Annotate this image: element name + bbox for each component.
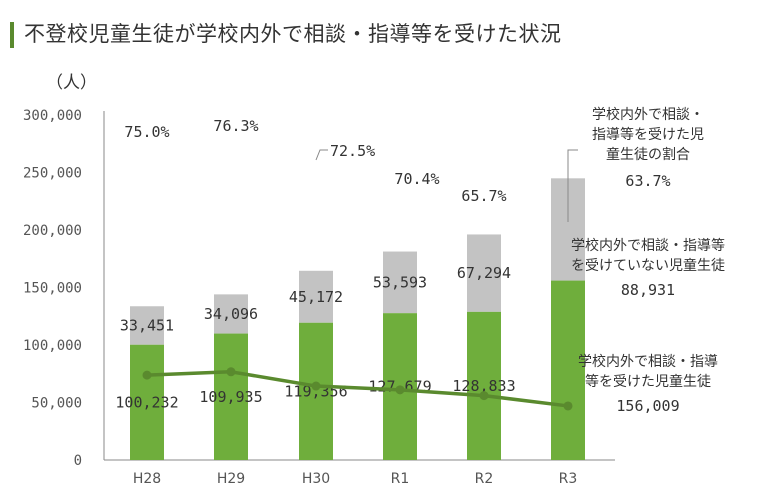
bar-not-received xyxy=(383,251,417,314)
bar-not-received-value-label: 34,096 xyxy=(204,305,258,323)
y-tick-label: 50,000 xyxy=(31,396,82,412)
bar-not-received-value-label: 67,294 xyxy=(457,264,511,282)
received-annotation-text: 学校内外で相談・指導 xyxy=(578,353,718,370)
bar-not-received-value-label: 33,451 xyxy=(120,316,174,334)
ratio-point xyxy=(563,401,573,411)
y-tick-label: 250,000 xyxy=(23,166,82,182)
bar-received-value-label: 100,232 xyxy=(115,393,178,411)
ratio-point xyxy=(226,367,236,377)
page-title: 不登校児童生徒が学校内外で相談・指導等を受けた状況 xyxy=(24,22,562,46)
y-tick-label: 150,000 xyxy=(23,281,82,297)
ratio-annotation-text: 指導等を受けた児 xyxy=(592,126,704,143)
bar-not-received-value-label: 45,172 xyxy=(289,288,343,306)
not-received-annotation-text: を受けていない児童生徒 xyxy=(571,257,725,274)
ratio-value-label: 70.4% xyxy=(394,170,439,188)
x-tick-label: R2 xyxy=(475,471,494,487)
bar-received xyxy=(299,322,333,460)
y-tick-label: 300,000 xyxy=(23,108,82,124)
bar-received xyxy=(467,311,501,460)
y-tick-label: 100,000 xyxy=(23,338,82,354)
bar-not-received xyxy=(130,306,164,345)
ratio-value-label: 76.3% xyxy=(213,117,258,135)
x-tick-label: H29 xyxy=(217,471,245,487)
ratio-value-label: 75.0% xyxy=(124,123,169,141)
ratio-value-label: 65.7% xyxy=(461,187,506,205)
x-tick-label: R1 xyxy=(391,471,410,487)
ratio-point xyxy=(479,391,489,401)
ratio-leader-line xyxy=(315,149,328,161)
bar-not-received-value-label: 53,593 xyxy=(373,273,427,291)
ratio-value-label: 72.5% xyxy=(330,142,375,160)
ratio-annotation-text: 童生徒の割合 xyxy=(606,146,690,163)
received-annotation-value: 156,009 xyxy=(616,397,679,415)
bar-not-received xyxy=(467,234,501,312)
bar-received xyxy=(214,333,248,460)
bar-received-value-label: 109,935 xyxy=(199,388,262,406)
ratio-point xyxy=(142,370,152,380)
not-received-annotation-text: 学校内外で相談・指導等 xyxy=(571,237,725,254)
x-tick-label: R3 xyxy=(559,471,578,487)
bar-received xyxy=(551,280,585,460)
ratio-point xyxy=(395,385,405,395)
bar-not-received xyxy=(214,294,248,334)
x-tick-label: H28 xyxy=(133,471,161,487)
y-tick-label: 0 xyxy=(74,453,82,469)
ratio-annotation-leader xyxy=(567,149,578,222)
y-axis-unit-label: （人） xyxy=(46,73,97,93)
ratio-point xyxy=(311,381,321,391)
ratio-line xyxy=(146,370,569,408)
received-annotation-text: 等を受けた児童生徒 xyxy=(585,373,711,390)
title-accent-bar xyxy=(10,22,14,48)
bar-not-received xyxy=(299,270,333,323)
ratio-annotation-text: 学校内外で相談・ xyxy=(592,106,704,123)
ratio-annotation-value: 63.7% xyxy=(625,172,670,190)
y-tick-label: 200,000 xyxy=(23,223,82,239)
not-received-annotation-value: 88,931 xyxy=(621,281,675,299)
bar-received-value-label: 128,833 xyxy=(452,377,515,395)
bar-received xyxy=(130,344,164,460)
x-tick-label: H30 xyxy=(302,471,330,487)
